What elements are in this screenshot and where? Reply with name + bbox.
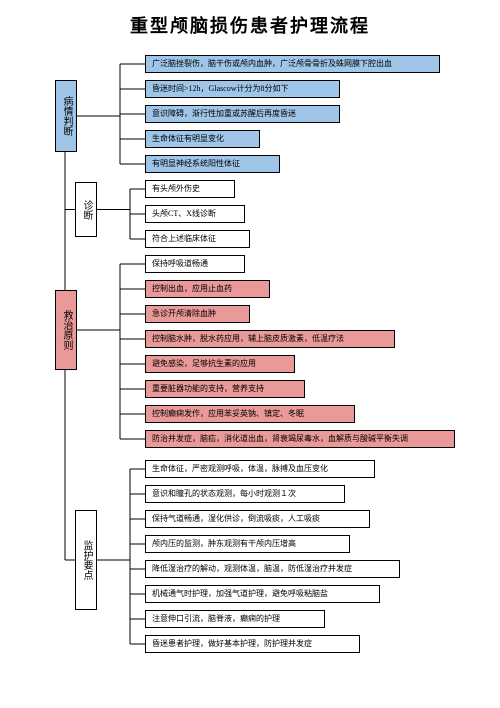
item-s3-0: 保持呼吸道畅通 (145, 255, 245, 273)
item-s4-2: 保持气道畅通，湿化供诊，倒流吸痰，人工吸痰 (145, 510, 370, 528)
section-label-s4: 监护要点 (75, 510, 97, 610)
item-s3-6: 控制癫痫发作，应用苯妥英钠、镇定、冬眠 (145, 405, 355, 423)
item-s2-1: 头颅CT、X线诊断 (145, 205, 245, 223)
item-s1-3: 生命体征有明显变化 (145, 130, 260, 148)
item-s3-3: 控制脑水肿，脱水药应用，辅上脑皮质激素，低温疗法 (145, 330, 395, 348)
item-s4-1: 意识和瞳孔的状态观测，每小时观测１次 (145, 485, 345, 503)
item-s1-4: 有明显神经系统阳性体征 (145, 155, 280, 173)
section-label-s3: 救治原则 (55, 290, 77, 370)
section-label-s2: 诊断 (75, 182, 97, 237)
item-s3-1: 控制出血，应用止血药 (145, 280, 270, 298)
item-s1-0: 广泛脑挫裂伤，脑干伤或颅内血肿，广泛颅骨骨折及蛛网膜下腔出血 (145, 55, 440, 73)
item-s4-4: 降低湿治疗的解动，观测体温，脑温，防低湿治疗并发症 (145, 560, 400, 578)
item-s4-7: 昏迷患者护理，做好基本护理，防护理并发症 (145, 635, 360, 653)
item-s3-5: 重要脏器功能的支持，营养支持 (145, 380, 305, 398)
item-s1-2: 意识障碍，渐行性加重或苏醒后再度昏迷 (145, 105, 340, 123)
item-s4-5: 机械通气时护理，加强气道护理，避免呼吸粘脑盐 (145, 585, 380, 603)
item-s3-4: 避免感染，足够抗生素的应用 (145, 355, 295, 373)
item-s3-7: 防治并发症，脑疝，消化道出血，肾衰竭尿毒水，血解质与酸碱平衡失调 (145, 430, 455, 448)
section-label-s1: 病情判断 (55, 80, 77, 152)
item-s4-6: 注意伸口引流，脑脊液，癫痫的护理 (145, 610, 325, 628)
item-s4-0: 生命体征，严密观测呼吸，体温，脉搏及血压变化 (145, 460, 375, 478)
item-s1-1: 昏迷时间>12h，Glascow计分为8分如下 (145, 80, 340, 98)
item-s4-3: 颅内压的监测，肿东观测有干颅内压增高 (145, 535, 350, 553)
item-s3-2: 急诊开颅清除血肿 (145, 305, 250, 323)
item-s2-0: 有头颅外伤史 (145, 180, 235, 198)
page-title: 重型颅脑损伤患者护理流程 (0, 0, 500, 46)
item-s2-2: 符合上述临床体征 (145, 230, 250, 248)
